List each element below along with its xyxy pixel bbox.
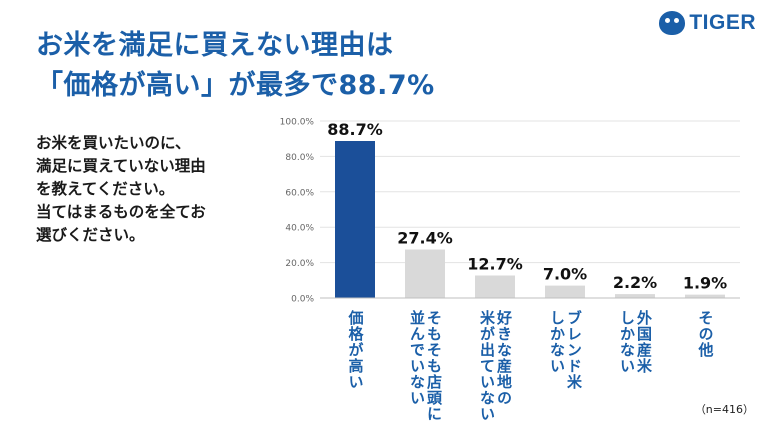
bar-chart-plot: 0.0% 20.0% 40.0% 60.0% 80.0% 100.0% 88.7% 27.4%… [280, 118, 740, 305]
title-line-1: お米を満足に買えない理由は [36, 30, 394, 61]
x-category-text: 好きな産地の 米が出ていない [478, 310, 513, 422]
question-line: 満足に買えていない理由 [36, 157, 206, 175]
bar-chart: 0.0% 20.0% 40.0% 60.0% 80.0% 100.0% 88.7% 27.4%… [270, 108, 760, 428]
tiger-logo: TIGER [659, 10, 756, 36]
x-category-label: 好きな産地の 米が出ていない [475, 310, 515, 422]
tiger-head-icon [659, 11, 686, 35]
y-tick-label: 60.0% [285, 188, 314, 198]
bar [685, 294, 725, 298]
x-category-label: ブレンド米 しかない [545, 310, 585, 390]
bar-value-label: 88.7% [327, 120, 383, 139]
y-tick-label: 100.0% [280, 118, 315, 128]
y-tick-label: 0.0% [291, 295, 314, 305]
bar-value-label: 7.0% [543, 265, 587, 284]
sample-size-note: （n=416） [694, 403, 754, 416]
x-category-text: その他 [696, 310, 715, 358]
x-category-label: 価格が高い [335, 310, 375, 390]
title-line-2: 「価格が高い」が最多で88.7% [36, 70, 435, 101]
x-category-text: 価格が高い [346, 310, 365, 390]
x-category-text: 外国産米 しかない [618, 310, 653, 374]
bar-value-label: 27.4% [397, 229, 453, 248]
x-category-text: そもそも店頭に 並んでいない [408, 310, 443, 422]
question-line: お米を買いたいのに、 [36, 134, 191, 152]
slide-title: お米を満足に買えない理由は 「価格が高い」が最多で88.7% [36, 26, 435, 106]
bar-value-label: 12.7% [467, 255, 523, 274]
bar [335, 141, 375, 298]
question-line: 当てはまるものを全てお [36, 203, 206, 221]
y-tick-label: 80.0% [285, 153, 314, 163]
bar [545, 285, 585, 298]
y-tick-label: 20.0% [285, 259, 314, 269]
bar-value-label: 1.9% [683, 274, 727, 293]
x-category-label: その他 [685, 310, 725, 358]
x-category-label: 外国産米 しかない [615, 310, 655, 374]
survey-question: お米を買いたいのに、 満足に買えていない理由 を教えてください。 当てはまるもの… [36, 132, 266, 247]
bar-value-label: 2.2% [613, 273, 657, 292]
bar [405, 249, 445, 298]
question-line: 選びください。 [36, 226, 145, 244]
y-tick-label: 40.0% [285, 224, 314, 234]
logo-wordmark: TIGER [689, 11, 756, 34]
bar [475, 275, 515, 298]
x-category-text: ブレンド米 しかない [548, 310, 583, 390]
bar [615, 294, 655, 298]
x-category-label: そもそも店頭に 並んでいない [405, 310, 445, 422]
question-line: を教えてください。 [36, 180, 175, 198]
